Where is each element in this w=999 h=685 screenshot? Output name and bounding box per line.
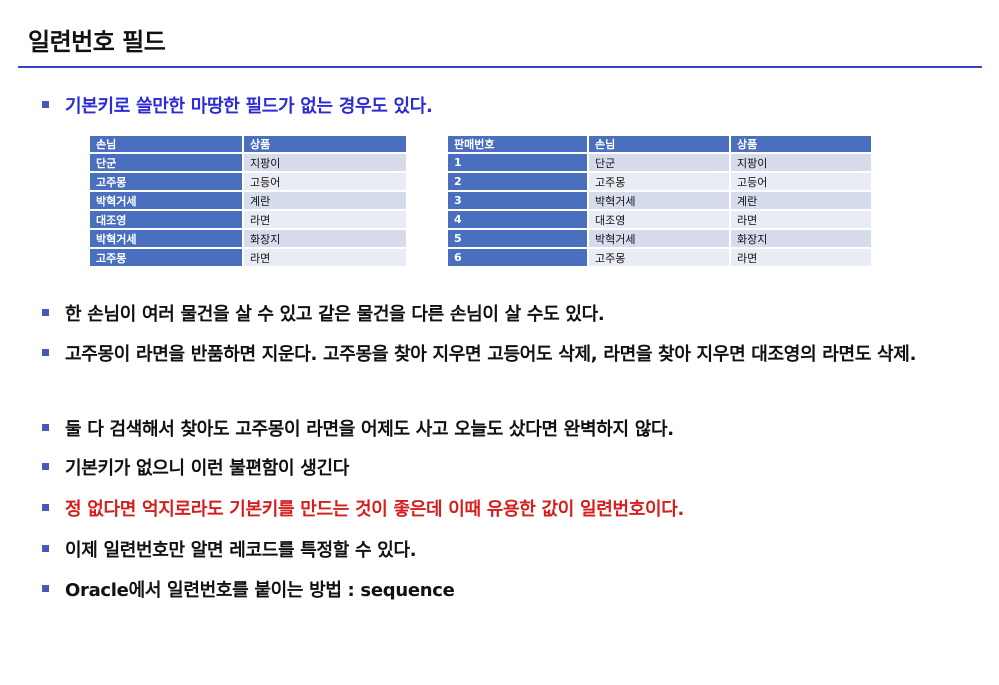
table-cell: 계란 [731,192,871,209]
table-header-cell: 판매번호 [448,136,587,152]
table-cell: 대조영 [589,211,729,228]
bullet-item: 한 손님이 여러 물건을 살 수 있고 같은 물건을 다른 손님이 살 수도 있… [42,300,965,330]
table-row: 박혁거세 계란 [90,192,406,209]
table-cell: 라면 [244,249,406,266]
bullet-text: 한 손님이 여러 물건을 살 수 있고 같은 물건을 다른 손님이 살 수도 있… [65,304,605,325]
table-cell: 2 [448,173,587,190]
table-row: 고주몽 라면 [90,249,406,266]
table-cell: 1 [448,154,587,171]
table-row: 1 단군 지팡이 [448,154,871,171]
bullet-square-icon [42,545,49,552]
table-cell: 고등어 [244,173,406,190]
bullet-square-icon [42,349,49,356]
bullet-item: Oracle에서 일련번호를 붙이는 방법 : sequence [42,576,965,606]
bullet-item: 정 없다면 억지로라도 기본키를 만드는 것이 좋은데 이때 유용한 값이 일련… [42,495,965,525]
slide-title: 일련번호 필드 [28,28,166,56]
sales-table: 판매번호 손님 상품 1 단군 지팡이 2 고주몽 고등어 3 박혁거세 계란 … [448,134,871,268]
intro-bullet-text: 기본키로 쓸만한 마땅한 필드가 없는 경우도 있다. [65,96,433,117]
bullet-square-icon [42,309,49,316]
table-row: 대조영 라면 [90,211,406,228]
table-header-cell: 손님 [90,136,242,152]
table-cell: 고주몽 [589,249,729,266]
table-cell: 고주몽 [90,173,242,190]
intro-bullet: 기본키로 쓸만한 마땅한 필드가 없는 경우도 있다. [42,92,965,122]
table-cell: 박혁거세 [589,192,729,209]
bullet-square-icon [42,424,49,431]
bullet-square-icon [42,101,49,108]
bullet-square-icon [42,463,49,470]
table-cell: 4 [448,211,587,228]
title-divider [18,66,982,68]
table-cell: 라면 [731,249,871,266]
table-cell: 대조영 [90,211,242,228]
table-cell: 고주몽 [589,173,729,190]
table-row: 2 고주몽 고등어 [448,173,871,190]
table-cell: 라면 [244,211,406,228]
table-cell: 고주몽 [90,249,242,266]
table-row: 4 대조영 라면 [448,211,871,228]
table-cell: 단군 [90,154,242,171]
bullet-item: 이제 일련번호만 알면 레코드를 특정할 수 있다. [42,536,965,566]
bullet-square-icon [42,585,49,592]
table-cell: 3 [448,192,587,209]
table-row: 5 박혁거세 화장지 [448,230,871,247]
bullet-item: 둘 다 검색해서 찾아도 고주몽이 라면을 어제도 사고 오늘도 샀다면 완벽하… [42,415,965,445]
table-row: 박혁거세 화장지 [90,230,406,247]
bullet-text: 고주몽이 라면을 반품하면 지운다. 고주몽을 찾아 지우면 고등어도 삭제, … [65,344,917,365]
table-cell: 단군 [589,154,729,171]
bullet-text: 정 없다면 억지로라도 기본키를 만드는 것이 좋은데 이때 유용한 값이 일련… [65,499,685,520]
table-cell: 화장지 [244,230,406,247]
table-row: 3 박혁거세 계란 [448,192,871,209]
table-cell: 화장지 [731,230,871,247]
table-cell: 박혁거세 [90,230,242,247]
table-row: 6 고주몽 라면 [448,249,871,266]
bullet-item: 고주몽이 라면을 반품하면 지운다. 고주몽을 찾아 지우면 고등어도 삭제, … [42,340,965,370]
table-row: 단군 지팡이 [90,154,406,171]
bullet-item: 기본키가 없으니 이런 불편함이 생긴다 [42,454,965,484]
customer-product-table: 손님 상품 단군 지팡이 고주몽 고등어 박혁거세 계란 대조영 라면 박혁거세… [90,134,406,268]
bullet-text: 이제 일련번호만 알면 레코드를 특정할 수 있다. [65,540,417,561]
table-cell: 라면 [731,211,871,228]
table-cell: 지팡이 [244,154,406,171]
table-row: 고주몽 고등어 [90,173,406,190]
table-cell: 박혁거세 [90,192,242,209]
table-header-cell: 상품 [731,136,871,152]
table-cell: 6 [448,249,587,266]
table-cell: 지팡이 [731,154,871,171]
table-header-cell: 상품 [244,136,406,152]
table-cell: 5 [448,230,587,247]
bullet-text: 기본키가 없으니 이런 불편함이 생긴다 [65,458,350,479]
bullet-text: 둘 다 검색해서 찾아도 고주몽이 라면을 어제도 사고 오늘도 샀다면 완벽하… [65,419,674,440]
table-header-cell: 손님 [589,136,729,152]
bullet-text: Oracle에서 일련번호를 붙이는 방법 : sequence [65,580,455,601]
table-cell: 고등어 [731,173,871,190]
table-cell: 박혁거세 [589,230,729,247]
table-cell: 계란 [244,192,406,209]
bullet-square-icon [42,504,49,511]
